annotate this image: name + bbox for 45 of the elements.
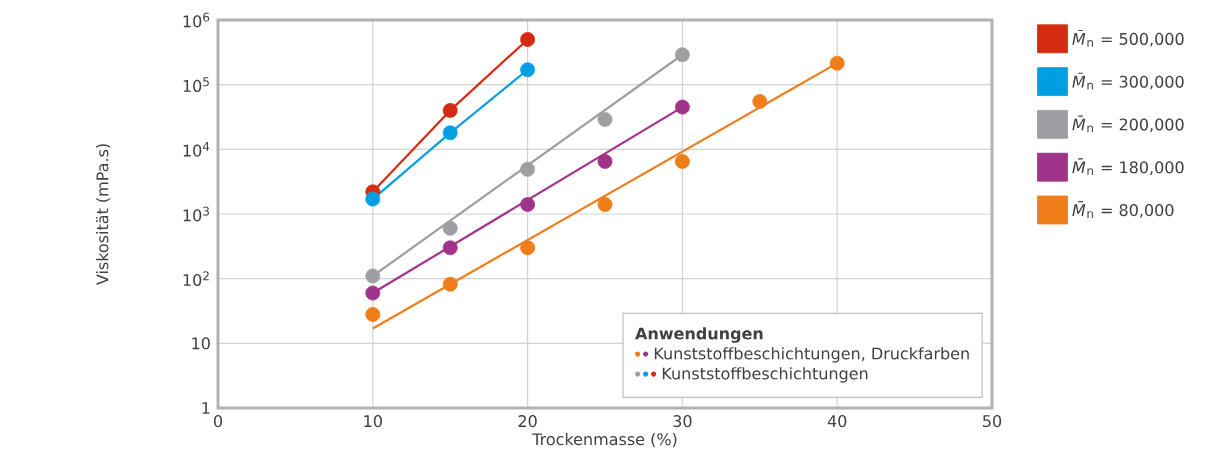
point <box>597 154 613 169</box>
point <box>829 55 845 71</box>
point <box>442 240 458 256</box>
point <box>520 62 535 78</box>
x-tick-label: 30 <box>673 415 692 428</box>
point <box>365 285 381 301</box>
annotation: Kunststoffbeschichtungen, Druckfarben <box>654 347 969 363</box>
legend-label: M̄$_{n}$ = 500,000 <box>1072 29 1184 47</box>
legend-label: M̄$_{n}$ = 300,000 <box>1072 72 1184 90</box>
point <box>675 99 690 115</box>
annotation: Anwendungen <box>635 327 763 343</box>
x-axis-title: Trockenmasse (%) <box>532 432 677 448</box>
legend-label: M̄$_{n}$ = 180,000 <box>1072 158 1184 176</box>
point <box>597 112 613 127</box>
legend-label: M̄$_{n}$ = 80,000 <box>1072 201 1174 218</box>
point <box>365 307 381 322</box>
legend-label: M̄$_{n}$ = 200,000 <box>1072 115 1184 133</box>
x-tick-label: 50 <box>983 415 1002 428</box>
y-tick-label: 1 <box>202 402 210 414</box>
point <box>442 276 458 292</box>
y-axis-title: Viskosität (mPa.s) <box>96 144 111 286</box>
x-tick-label: 10 <box>364 415 382 428</box>
point <box>365 268 381 284</box>
point <box>520 240 535 256</box>
y-tick-label: 10$^{6}$ <box>183 12 210 28</box>
point <box>442 102 458 118</box>
point <box>520 161 535 177</box>
x-tick-label: 20 <box>518 415 537 428</box>
point <box>442 125 458 141</box>
y-tick-label: 10$^{2}$ <box>183 271 209 287</box>
y-tick-label: 10$^{4}$ <box>183 142 210 157</box>
point <box>675 47 690 63</box>
point <box>365 191 381 207</box>
annotation: Kunststoffbeschichtungen <box>662 367 868 383</box>
point <box>597 197 613 212</box>
point <box>675 154 690 169</box>
point <box>752 94 768 109</box>
point <box>520 32 535 47</box>
y-tick-label: 10$^{5}$ <box>183 77 209 92</box>
x-tick-label: 0 <box>213 415 223 428</box>
x-tick-label: 40 <box>827 415 847 428</box>
y-tick-label: 10$^{3}$ <box>183 206 209 222</box>
y-tick-label: 10 <box>192 337 210 350</box>
point <box>442 220 458 236</box>
point <box>520 197 535 212</box>
